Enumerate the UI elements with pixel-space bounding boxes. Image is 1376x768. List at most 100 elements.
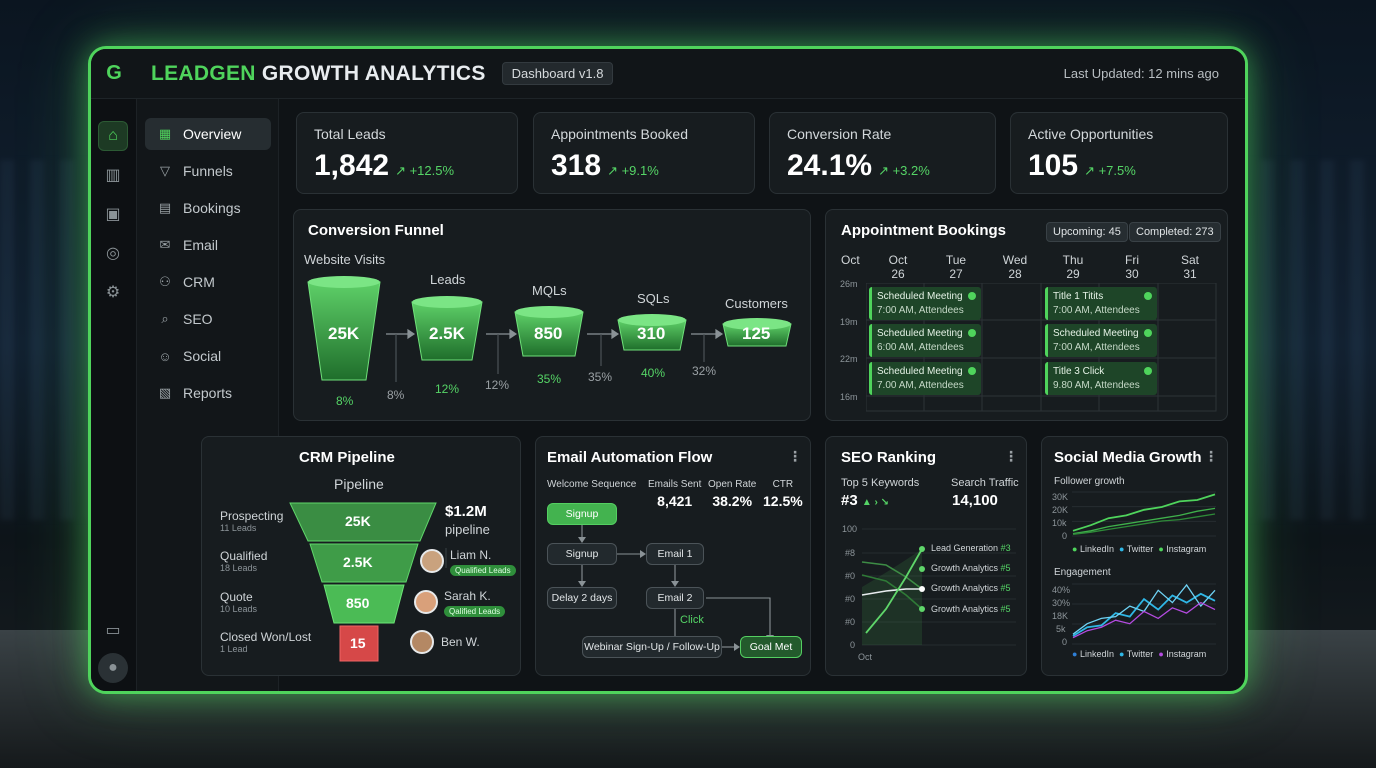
filter-icon: ▽ [160, 163, 170, 178]
avatar[interactable] [410, 630, 434, 654]
legend-name: LinkedIn [1079, 649, 1114, 659]
app-title-rest: GROWTH ANALYTICS [255, 61, 486, 85]
legend-name: Instagram [1166, 544, 1207, 554]
calendar-event[interactable]: Title 1 Titits 7:00 AM, Attendees [1045, 287, 1157, 320]
flow-node-webinar[interactable]: Webinar Sign-Up / Follow-Up [582, 636, 722, 658]
funnel-step-pct: 32% [692, 364, 717, 378]
avatar[interactable] [420, 549, 444, 573]
seo-legend-item: Lead Generation #3 [931, 543, 1011, 553]
kpi-value: 1,842 ↗ +12.5% [314, 149, 454, 183]
legend-name: Lead Generation [931, 543, 999, 553]
traffic-label: Search Traffic [951, 477, 1019, 489]
kpi-total-leads[interactable]: Total Leads 1,842 ↗ +12.5% [296, 112, 518, 194]
calendar-day-header[interactable]: Sat 31 [1176, 253, 1204, 281]
sidebar-item-overview[interactable]: ▦ Overview [145, 118, 271, 150]
seo-legend-item: Growth Analytics #5 [931, 563, 1011, 573]
kpi-conversion-rate[interactable]: Conversion Rate 24.1% ↗ +3.2% [769, 112, 996, 194]
chat-icon[interactable]: ▭ [105, 622, 121, 639]
kpi-value: 105 ↗ +7.5% [1028, 149, 1136, 183]
pipeline-person: Liam N. Qualified Leads [450, 548, 516, 576]
report-icon: ▧ [158, 385, 172, 400]
conversion-funnel-card: Conversion Funnel Website Visits Leads [293, 209, 811, 421]
stage-name: Qualified [220, 549, 268, 563]
home-icon[interactable]: ⌂ [98, 121, 128, 151]
keywords-rank: #3 [841, 492, 858, 509]
flow-node-goal[interactable]: Goal Met [740, 636, 802, 658]
event-status-dot [1144, 329, 1152, 337]
event-title: Scheduled Meeting [877, 328, 963, 339]
flow-node-email-2[interactable]: Email 2 [646, 587, 704, 609]
card-title: Appointment Bookings [841, 222, 1006, 239]
sidebar-item-email[interactable]: ✉ Email [145, 229, 271, 261]
sidebar-item-seo[interactable]: ⌕ SEO [145, 303, 271, 335]
avatar[interactable] [414, 590, 438, 614]
sidebar-item-label: SEO [183, 311, 213, 327]
kpi-delta: ↗ +9.1% [607, 163, 659, 178]
pipeline-total-label: pipeline [445, 522, 490, 537]
sidebar-item-bookings[interactable]: ▤ Bookings [145, 192, 271, 224]
calendar-event[interactable]: Scheduled Meeting 6:00 AM, Attendees [869, 324, 981, 357]
calendar-day-header[interactable]: Oct 26 [884, 253, 912, 281]
calendar-day-header[interactable]: Fri 30 [1118, 253, 1146, 281]
day-name: Fri [1125, 253, 1139, 267]
more-icon[interactable]: ⋮ [1204, 448, 1218, 464]
sidebar-item-label: Funnels [183, 163, 233, 179]
sidebar-item-crm[interactable]: ⚇ CRM [145, 266, 271, 298]
kpi-number: 24.1% [787, 149, 873, 182]
sidebar-item-social[interactable]: ☺ Social [145, 340, 271, 372]
funnel-stage-pct: 12% [435, 382, 460, 396]
calendar-event[interactable]: Scheduled Meeting 7:00 AM, Attendees [1045, 324, 1157, 357]
event-status-dot [1144, 367, 1152, 375]
kpi-active-opportunities[interactable]: Active Opportunities 105 ↗ +7.5% [1010, 112, 1228, 194]
day-name: Sat [1180, 253, 1199, 267]
seo-ytick: 100 [842, 524, 858, 534]
pipeline-value: 25K [345, 513, 371, 529]
flow-node-signup[interactable]: Signup [547, 543, 617, 565]
flow-arrowhead [734, 643, 740, 651]
event-title: Title 1 Titits [1053, 291, 1104, 302]
calendar-event[interactable]: Title 3 Click 9.80 AM, Attendees [1045, 362, 1157, 395]
day-number: 29 [1066, 267, 1080, 281]
gear-icon[interactable]: ⚙ [105, 284, 121, 301]
flow-node-start[interactable]: Signup [547, 503, 617, 525]
funnel-step-pct: 8% [387, 388, 405, 402]
sidebar-item-label: Overview [183, 126, 242, 142]
person-name: Liam N. [450, 548, 492, 562]
pipeline-stage: Qualified 18 Leads [220, 549, 267, 573]
calendar-day-header[interactable]: Tue 27 [942, 253, 970, 281]
flow-node-delay[interactable]: Delay 2 days [547, 587, 617, 609]
email-stat: CTR 12.5% [763, 479, 803, 509]
funnel-arrowhead [509, 328, 518, 340]
version-badge: Dashboard v1.8 [501, 62, 614, 85]
flow-node-email-1[interactable]: Email 1 [646, 543, 704, 565]
funnel-stage-value: 850 [534, 324, 563, 343]
sidebar-item-reports[interactable]: ▧ Reports [145, 377, 271, 409]
card-title: Email Automation Flow [547, 449, 713, 466]
series-line-linkedin [1072, 592, 1216, 637]
funnel-stage-value: 125 [742, 324, 771, 343]
calendar-day-header[interactable]: Thu 29 [1059, 253, 1087, 281]
kpi-appointments[interactable]: Appointments Booked 318 ↗ +9.1% [533, 112, 755, 194]
calendar-row-label: 22m [840, 354, 858, 364]
more-icon[interactable]: ⋮ [1004, 448, 1018, 464]
crm-pipeline-card: CRM Pipeline Pipeline 25K 2.5K 850 15 Pr… [201, 436, 521, 676]
sidebar-item-funnels[interactable]: ▽ Funnels [145, 155, 271, 187]
completed-badge[interactable]: Completed: 273 [1129, 222, 1221, 242]
user-avatar-icon[interactable]: ● [98, 653, 128, 683]
more-icon[interactable]: ⋮ [788, 448, 802, 464]
calendar-icon[interactable]: ▣ [105, 206, 121, 223]
funnel-stage-value: 2.5K [429, 324, 465, 343]
calendar-event[interactable]: Scheduled Meeting 7:00 AM, Attendees [869, 287, 981, 320]
kpi-value: 24.1% ↗ +3.2% [787, 149, 930, 183]
calendar-event[interactable]: Scheduled Meeting 7.00 AM, Attendees [869, 362, 981, 395]
compass-icon[interactable]: ◎ [106, 245, 120, 262]
bar-chart-icon[interactable]: ▥ [105, 167, 121, 184]
seo-series-line [865, 548, 923, 634]
seo-legend-item: Growth Analytics #5 [931, 604, 1011, 614]
event-time: 9.80 AM, Attendees [1053, 380, 1140, 391]
calendar-day-header[interactable]: Wed 28 [1001, 253, 1029, 281]
upcoming-badge[interactable]: Upcoming: 45 [1046, 222, 1128, 242]
kpi-delta: ↗ +7.5% [1084, 163, 1136, 178]
event-time: 7:00 AM, Attendees [877, 305, 964, 316]
seo-series-point [919, 546, 925, 552]
